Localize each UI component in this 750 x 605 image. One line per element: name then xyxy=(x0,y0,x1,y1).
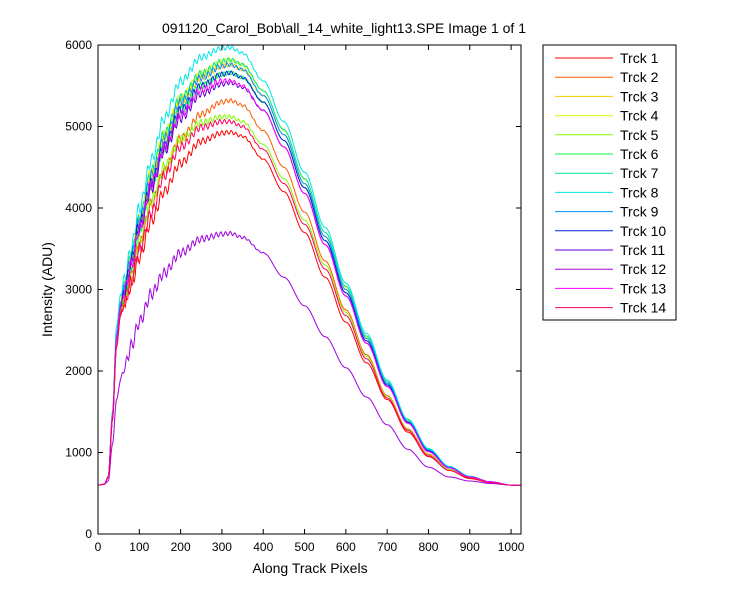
y-tick-label: 2000 xyxy=(65,364,92,378)
legend-label-9: Trck 9 xyxy=(620,204,659,220)
legend-label-13: Trck 13 xyxy=(620,280,666,296)
x-tick-label: 0 xyxy=(95,540,102,554)
series-line-14 xyxy=(97,118,521,486)
y-axis-label: Intensity (ADU) xyxy=(39,242,55,337)
series-line-10 xyxy=(97,70,521,486)
series-line-8 xyxy=(97,44,521,486)
legend-label-6: Trck 6 xyxy=(620,146,659,162)
legend-label-3: Trck 3 xyxy=(620,88,659,104)
y-tick-label: 3000 xyxy=(65,283,92,297)
legend-entries: Trck 1 Trck 2 Trck 3 Trck 4 Trck 5 Trck 6 Trck… xyxy=(555,50,666,316)
x-tick-label: 200 xyxy=(171,540,191,554)
x-tick-label: 800 xyxy=(418,540,438,554)
x-tick-label: 900 xyxy=(460,540,480,554)
x-tick-label: 1000 xyxy=(498,540,525,554)
series-line-5 xyxy=(97,113,521,486)
legend-label-11: Trck 11 xyxy=(620,242,665,258)
legend-label-10: Trck 10 xyxy=(620,223,666,239)
legend[interactable]: Trck 1 Trck 2 Trck 3 Trck 4 Trck 5 Trck 6 Trck… xyxy=(542,44,677,321)
y-tick-label: 5000 xyxy=(65,120,92,134)
y-tick-label: 4000 xyxy=(65,201,92,215)
y-tick-label: 6000 xyxy=(65,38,92,52)
legend-label-4: Trck 4 xyxy=(620,108,659,124)
x-tick-label: 100 xyxy=(129,540,149,554)
x-tick-label: 300 xyxy=(212,540,232,554)
x-tick-label: 700 xyxy=(377,540,397,554)
legend-box xyxy=(542,44,677,321)
series-line-6 xyxy=(97,70,521,486)
legend-label-7: Trck 7 xyxy=(620,165,659,181)
series-line-7 xyxy=(97,57,521,486)
series-line-9 xyxy=(97,62,521,486)
series-line-13 xyxy=(97,77,521,486)
y-tick-label: 1000 xyxy=(65,446,92,460)
x-tick-label: 400 xyxy=(253,540,273,554)
legend-label-5: Trck 5 xyxy=(620,127,659,143)
legend-label-2: Trck 2 xyxy=(620,69,659,85)
legend-label-1: Trck 1 xyxy=(620,50,659,66)
y-tick-label: 0 xyxy=(85,527,92,541)
series-line-3 xyxy=(97,61,521,486)
y-axis: 0 1000 2000 3000 4000 5000 6000 xyxy=(65,38,521,541)
chart-title: 091120_Carol_Bob\all_14_white_light13.SP… xyxy=(162,20,526,36)
legend-label-14: Trck 14 xyxy=(620,300,666,316)
series-line-4 xyxy=(97,57,521,486)
x-axis-label: Along Track Pixels xyxy=(252,560,367,576)
x-tick-label: 600 xyxy=(336,540,356,554)
x-axis: 0 100 200 300 400 500 600 700 800 900 1000 xyxy=(95,45,525,554)
series-layer xyxy=(97,44,521,486)
series-line-12 xyxy=(97,230,521,486)
x-tick-label: 500 xyxy=(295,540,315,554)
legend-label-8: Trck 8 xyxy=(620,184,659,200)
legend-label-12: Trck 12 xyxy=(620,261,666,277)
